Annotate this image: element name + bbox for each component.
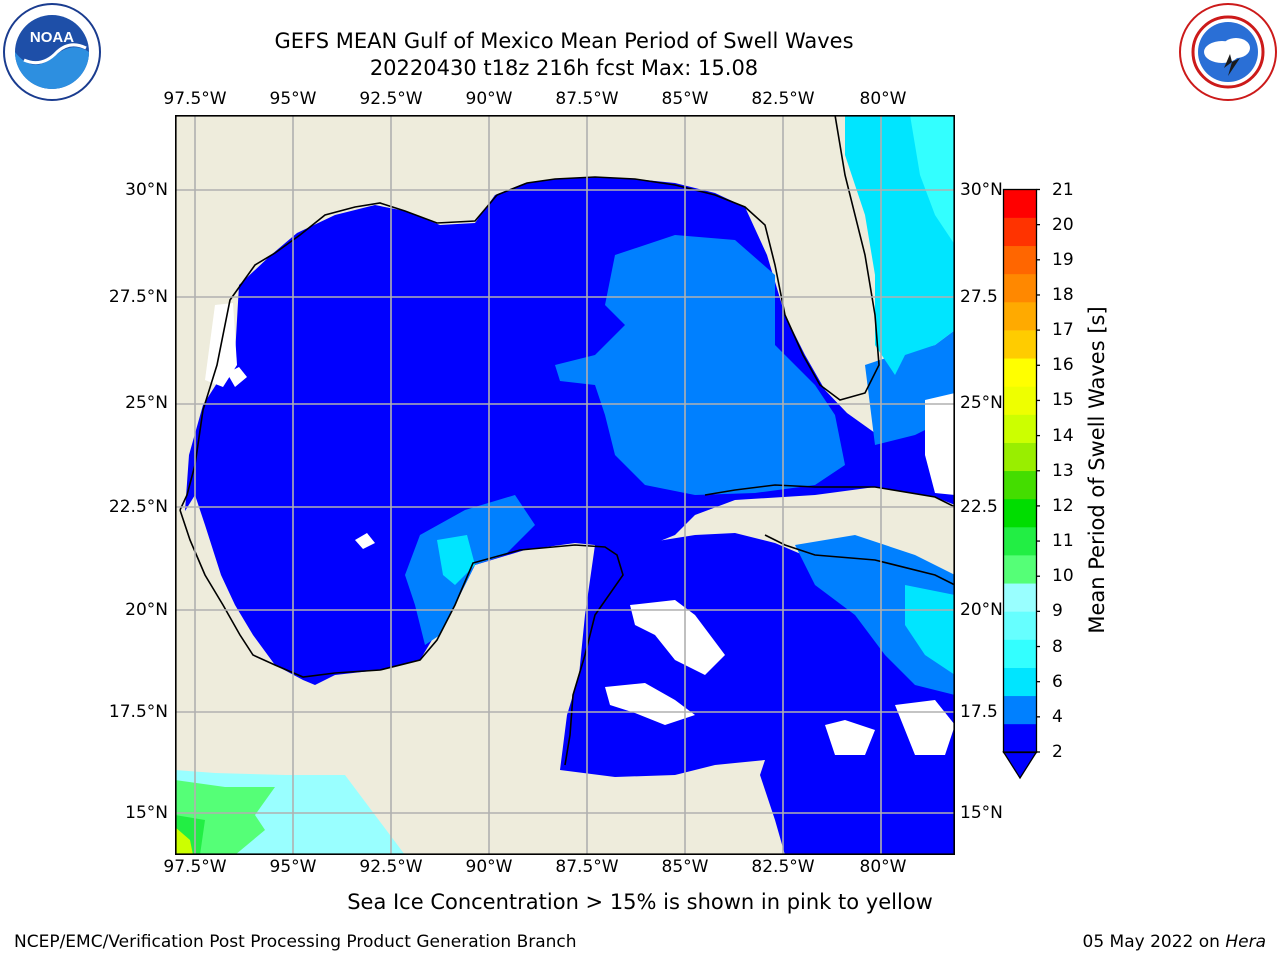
- colorbar-segment: [1003, 245, 1037, 275]
- lat-label-right: 30°N: [960, 180, 1003, 200]
- colorbar-segment: [1003, 498, 1037, 528]
- colorbar-segment: [1003, 611, 1037, 640]
- colorbar-tick-label: 8: [1052, 636, 1063, 657]
- gulf-of-mexico-map: [175, 115, 955, 855]
- lon-label-top: 85°W: [661, 89, 709, 109]
- colorbar-segment: [1003, 442, 1037, 472]
- lon-label-bottom: 92.5°W: [359, 857, 423, 877]
- lon-label-bottom: 90°W: [465, 857, 513, 877]
- coastline: [179, 115, 955, 766]
- footer-host: Hera: [1225, 932, 1266, 952]
- pacific-yellow-green: [175, 827, 193, 855]
- lat-label-right: 20°N: [960, 600, 1003, 620]
- colorbar-segment: [1003, 189, 1037, 218]
- colorbar-tick-label: 16: [1052, 355, 1074, 376]
- missing-data-patches: [205, 303, 955, 755]
- colorbar-segment: [1003, 555, 1037, 584]
- noaa-logo: NOAA: [3, 3, 101, 101]
- colorbar-segment: [1003, 330, 1037, 359]
- footer-branch: NCEP/EMC/Verification Post Processing Pr…: [14, 932, 577, 952]
- lon-label-top: 90°W: [465, 89, 513, 109]
- lat-label-right: 15°N: [960, 803, 1003, 823]
- lon-label-bottom: 95°W: [269, 857, 317, 877]
- colorbar-segment: [1003, 358, 1037, 387]
- lon-label-bottom: 97.5°W: [163, 857, 227, 877]
- lon-label-bottom: 87.5°W: [555, 857, 619, 877]
- lon-label-top: 87.5°W: [555, 89, 619, 109]
- lon-label-top: 82.5°W: [751, 89, 815, 109]
- colorbar-tick-label: 2: [1052, 742, 1063, 762]
- swell-zone-eastern-gulf: [555, 235, 845, 495]
- lat-label-right: 22.5: [960, 497, 998, 517]
- lon-label-top: 92.5°W: [359, 89, 423, 109]
- colorbar-segment: [1003, 217, 1037, 247]
- colorbar-tick-label: 15: [1052, 390, 1074, 411]
- colorbar-tick-label: 18: [1052, 284, 1074, 305]
- swell-zone-caribbean-cyan: [905, 585, 955, 675]
- footer-date-text: 05 May 2022 on: [1082, 932, 1226, 952]
- nws-logo: [1179, 3, 1277, 101]
- map-title-line2: 20220430 t18z 216h fcst Max: 15.08: [369, 56, 759, 80]
- swell-zone-caribbean-east: [795, 535, 955, 695]
- colorbar-tick-label: 10: [1052, 566, 1074, 587]
- swell-zone-campeche-cyan: [437, 535, 475, 585]
- colorbar-segment: [1003, 470, 1037, 500]
- sea-ice-note: Sea Ice Concentration > 15% is shown in …: [347, 890, 933, 914]
- lon-label-top: 95°W: [269, 89, 317, 109]
- colorbar-tick-label: 4: [1052, 706, 1063, 727]
- lat-label-left: 15°N: [125, 803, 168, 823]
- lat-label-left: 25°N: [125, 393, 168, 413]
- colorbar-segment: [1003, 273, 1037, 303]
- lat-label-left: 30°N: [125, 180, 168, 200]
- colorbar-segment: [1003, 386, 1037, 415]
- colorbar-segment: [1003, 667, 1037, 697]
- lon-label-bottom: 80°W: [859, 857, 907, 877]
- colorbar-tick-label: 12: [1052, 495, 1074, 516]
- colorbar-tick-label: 9: [1052, 601, 1063, 622]
- colorbar-segment: [1003, 723, 1037, 753]
- lat-label-right: 25°N: [960, 393, 1003, 413]
- lon-label-top: 97.5°W: [163, 89, 227, 109]
- colorbar-tick-label: 20: [1052, 214, 1074, 235]
- lat-label-left: 27.5°N: [108, 287, 168, 307]
- swell-zone-atlantic-light: [910, 115, 955, 245]
- colorbar-tick-label: 6: [1052, 671, 1063, 692]
- colorbar: [1002, 188, 1040, 780]
- lat-label-right: 27.5: [960, 287, 998, 307]
- map-frame: [175, 115, 955, 855]
- lon-label-bottom: 85°W: [661, 857, 709, 877]
- lat-label-left: 17.5°N: [108, 702, 168, 722]
- lat-label-left: 20°N: [125, 600, 168, 620]
- noaa-logo-text: NOAA: [30, 29, 74, 46]
- footer-date: 05 May 2022 on Hera: [1083, 932, 1267, 952]
- colorbar-segment: [1003, 695, 1037, 725]
- lon-label-bottom: 82.5°W: [751, 857, 815, 877]
- colorbar-segment: [1003, 583, 1037, 612]
- lon-label-top: 80°W: [859, 89, 907, 109]
- colorbar-segment: [1003, 414, 1037, 443]
- colorbar-extend-arrow: [1002, 751, 1038, 780]
- colorbar-tick-label: 19: [1052, 249, 1074, 270]
- colorbar-tick-label: 21: [1052, 179, 1074, 200]
- colorbar-segment: [1003, 527, 1037, 556]
- colorbar-tick-label: 17: [1052, 320, 1074, 341]
- colorbar-tick-label: 14: [1052, 425, 1074, 446]
- colorbar-segment: [1003, 639, 1037, 668]
- map-title-line1: GEFS MEAN Gulf of Mexico Mean Period of …: [274, 29, 854, 53]
- lat-label-left: 22.5°N: [108, 497, 168, 517]
- graticule: [175, 115, 955, 855]
- colorbar-tick-label: 11: [1052, 531, 1074, 552]
- colorbar-tick-label: 13: [1052, 460, 1074, 481]
- colorbar-segment: [1003, 302, 1037, 331]
- lat-label-right: 17.5: [960, 702, 998, 722]
- colorbar-label: Mean Period of Swell Waves [s]: [1085, 306, 1109, 634]
